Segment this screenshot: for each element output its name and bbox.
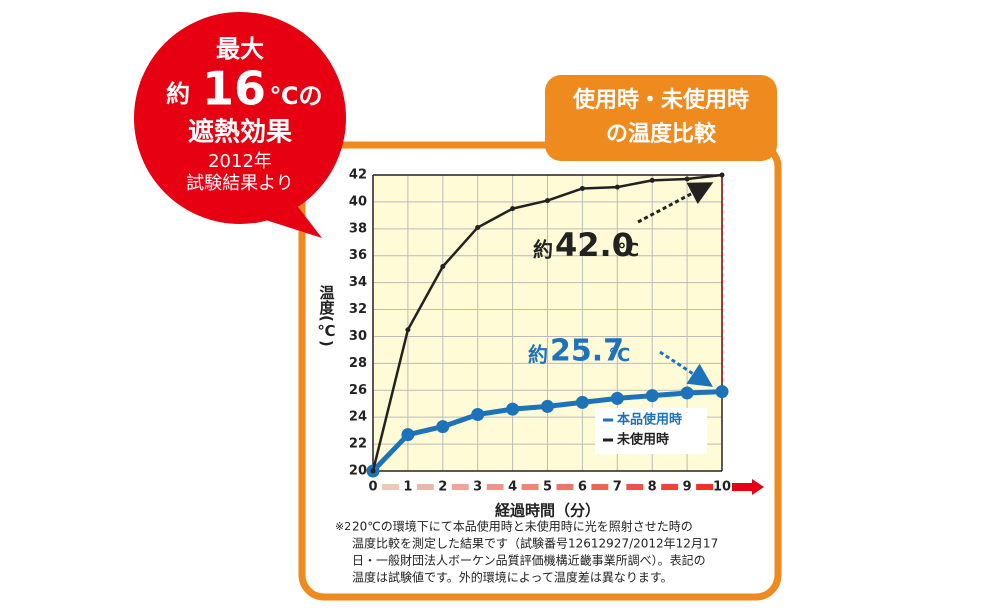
axis-band [521,484,539,490]
y-tick-label: 34 [349,275,367,290]
x-tick-label: 9 [683,480,692,495]
point [545,198,550,204]
legend-box [595,408,707,454]
y-tick-label: 42 [349,168,367,183]
axis-band [382,484,399,490]
y-tick-label: 40 [349,194,367,209]
annotation: ℃ [609,345,631,366]
point [440,263,446,269]
legend-label: 未使用時 [616,432,669,448]
annotation: 25.7 [550,334,624,369]
axis-band [486,484,504,490]
point [684,176,690,182]
x-axis-label: 経過時間（分） [495,502,600,520]
point [436,420,450,434]
annotation: ℃ [617,240,639,261]
point [719,172,725,178]
axis-band [696,484,713,490]
point [475,224,481,230]
badge-number: 16 [202,62,266,116]
badge-tail [250,190,322,238]
panel-title: 使用時・未使用時 [572,88,749,113]
x-tick-label: 7 [613,480,622,495]
point [471,407,485,421]
point [680,386,694,400]
y-tick-label: 26 [349,383,367,398]
x-tick-label: 3 [473,480,482,495]
point [575,395,589,409]
point [401,428,415,442]
y-tick-label: 36 [349,248,367,263]
point [610,391,624,405]
y-tick-label: 24 [349,410,367,425]
y-tick-label: 20 [349,464,367,479]
annotation-arrow [637,182,714,224]
axis-band [451,484,469,490]
badge-text: 試験結果より [186,173,294,194]
footnote: 日・一般財団法人ボーケン品質評価機構近畿事業所調べ）。表記の [352,553,706,568]
point [370,468,376,474]
point [614,184,620,190]
badge [134,12,346,224]
point [405,327,411,333]
footnote: 温度比較を測定した結果です（試験番号12612927/2012年12月17 [352,536,718,551]
point [645,389,659,403]
footnote-mark: ※2 [335,520,351,533]
y-tick-label: 22 [349,437,367,452]
footnote: 温度は試験値です。外的環境によって温度差は異なります。 [352,570,673,585]
badge-text: 最大 [216,35,264,63]
panel-title: の温度比較 [606,121,717,147]
y-tick-label: 28 [349,356,367,371]
x-tick-label: 1 [403,480,412,495]
x-tick-label: 0 [368,480,377,495]
axis-arrow [732,479,764,495]
axis-band [556,484,574,490]
x-tick-label: 4 [508,480,517,495]
y-tick-label: 30 [349,329,367,344]
y-tick-label: 32 [349,302,367,317]
point [506,402,520,416]
annotation: 約 [533,238,553,262]
point [510,206,516,212]
x-tick-label: 2 [438,480,447,495]
point [649,177,655,183]
x-tick-label: 10 [713,480,731,495]
badge-text: ℃の [269,82,322,110]
badge-text: 約 [166,80,190,108]
title-box [545,75,777,161]
x-tick-label: 8 [648,480,657,495]
x-tick-label: 5 [543,480,552,495]
point [579,185,585,191]
annotation: 42.0 [555,226,634,264]
y-tick-label: 38 [349,221,367,236]
axis-band [626,484,644,490]
badge-text: 遮熱効果 [188,117,292,148]
annotation: 約 [528,343,548,367]
y-axis-label: 温度(℃) [318,285,336,347]
badge-text: 2012年 [208,151,272,172]
axis-band [661,484,679,490]
point [715,385,729,399]
legend-label: 本品使用時 [617,412,682,428]
footnote: 20℃の環境下にて本品使用時と未使用時に光を照射させた時の [352,519,693,534]
x-tick-label: 6 [578,480,587,495]
point [541,399,554,413]
axis-band [416,484,434,490]
axis-band [591,484,609,490]
annotation-arrow [659,350,714,387]
